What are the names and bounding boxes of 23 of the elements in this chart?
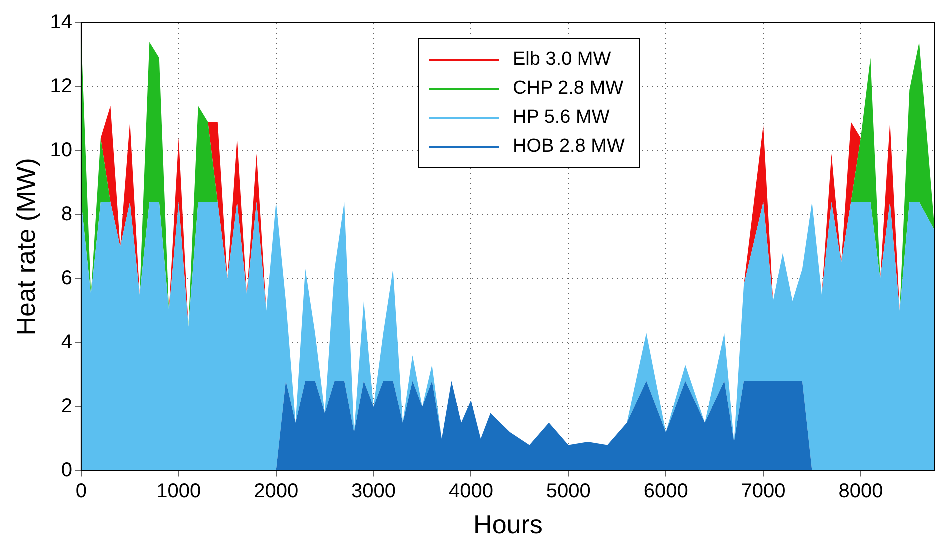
y-tick-label: 0	[61, 459, 72, 482]
x-tick-label: 1000	[156, 480, 202, 502]
x-tick-label: 7000	[741, 480, 786, 502]
y-tick-label: 6	[61, 267, 72, 290]
x-tick-label: 8000	[838, 480, 884, 502]
x-tick-label: 4000	[448, 480, 494, 502]
x-tick-label: 6000	[644, 480, 688, 502]
y-tick-label: 10	[50, 139, 72, 162]
legend-label: HOB 2.8 MW	[513, 136, 625, 158]
legend-label: CHP 2.8 MW	[513, 78, 624, 100]
y-axis-title: Heat rate (MW)	[10, 158, 41, 336]
x-tick-label: 3000	[352, 480, 396, 502]
x-axis-title: Hours	[474, 510, 543, 540]
x-tick-label: 0	[76, 480, 88, 502]
y-tick-label: 2	[61, 395, 72, 418]
y-tick-label: 4	[61, 331, 72, 354]
x-tick-label: 2000	[254, 480, 299, 502]
y-tick-label: 8	[61, 203, 72, 226]
x-tick-label: 5000	[546, 480, 591, 502]
legend-label: Elb 3.0 MW	[513, 48, 612, 70]
y-tick-label: 14	[50, 12, 72, 34]
y-tick-label: 12	[50, 75, 72, 98]
legend-label: HP 5.6 MW	[513, 106, 610, 128]
